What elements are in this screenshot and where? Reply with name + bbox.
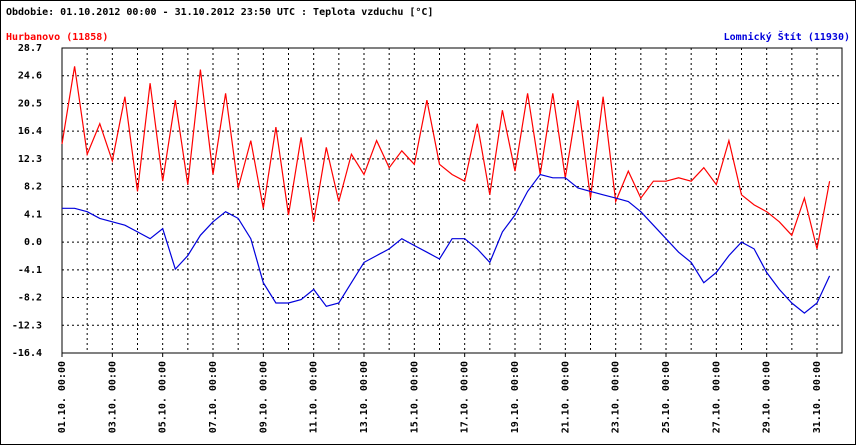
x-tick-label: 25.10. 00:00 [661,361,672,433]
x-tick-label: 29.10. 00:00 [762,361,773,433]
series-line [62,173,831,314]
x-tick-label: 31.10. 00:00 [812,361,823,433]
x-tick-label: 19.10. 00:00 [510,361,521,433]
y-tick-label: 16.4 [18,126,42,137]
x-tick-label: 27.10. 00:00 [711,361,722,433]
x-tick-label: 21.10. 00:00 [560,361,571,433]
y-tick-label: 4.1 [24,209,42,220]
x-tick-label: 13.10. 00:00 [359,361,370,433]
series-line [61,66,831,250]
y-tick-label: 8.2 [24,182,42,193]
x-tick-label: 17.10. 00:00 [460,361,471,433]
x-tick-label: 03.10. 00:00 [107,361,118,433]
x-tick-label: 07.10. 00:00 [208,361,219,433]
x-tick-label: 05.10. 00:00 [158,361,169,433]
y-tick-label: 12.3 [18,154,42,165]
y-tick-label: -4.1 [18,265,42,276]
legend-entry: Hurbanovo (11858) [6,32,108,43]
y-tick-label: 20.5 [18,98,42,109]
y-tick-label: 28.7 [18,43,42,54]
x-tick-label: 01.10. 00:00 [57,361,68,433]
y-tick-label: -8.2 [18,293,42,304]
y-tick-label: 0.0 [24,237,42,248]
chart-title: Obdobie: 01.10.2012 00:00 - 31.10.2012 2… [6,6,433,18]
y-tick-label: -12.3 [12,320,42,331]
y-tick-label: -16.4 [12,348,42,359]
x-tick-label: 23.10. 00:00 [611,361,622,433]
x-tick-label: 15.10. 00:00 [409,361,420,433]
plot-area [61,47,843,354]
y-tick-label: 24.6 [18,71,42,82]
x-tick-label: 09.10. 00:00 [258,361,269,433]
legend-entry: Lomnický Štít (11930) [724,30,850,43]
x-tick-label: 11.10. 00:00 [309,361,320,433]
